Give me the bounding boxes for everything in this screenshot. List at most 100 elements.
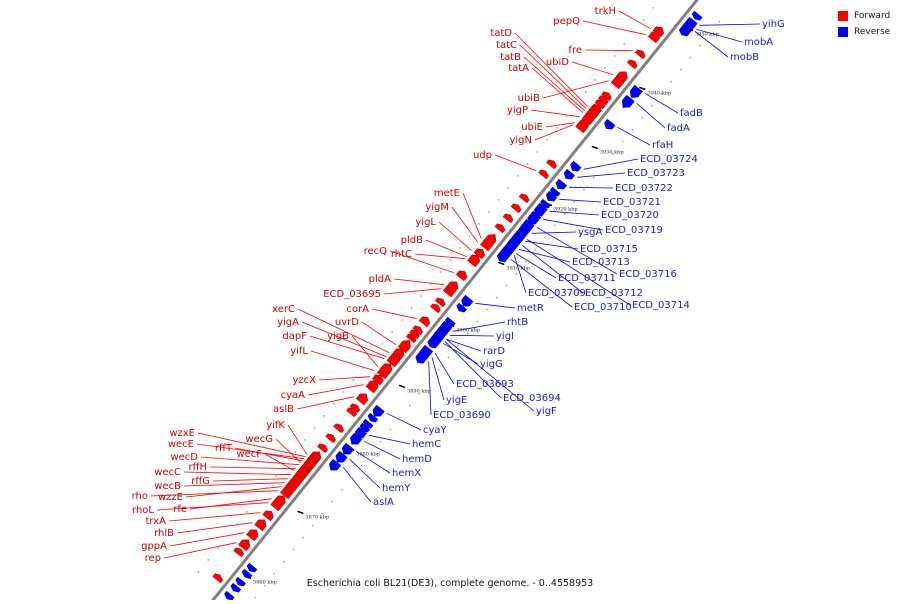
reverse-gene-label[interactable]: ECD_03694 xyxy=(503,393,561,404)
forward-gene-label[interactable]: trkH xyxy=(595,6,616,17)
reverse-gene-arrow[interactable] xyxy=(367,412,379,423)
forward-gene-arrow[interactable] xyxy=(412,325,423,336)
forward-gene-arrow[interactable] xyxy=(376,367,389,380)
reverse-gene-arrow[interactable] xyxy=(496,252,508,263)
reverse-gene-arrow[interactable] xyxy=(678,26,690,37)
reverse-gene-label[interactable]: ECD_03714 xyxy=(632,300,690,311)
forward-gene-label[interactable]: pldA xyxy=(369,274,391,285)
reverse-gene-arrow[interactable] xyxy=(441,320,453,331)
reverse-gene-label[interactable]: ECD_03710 xyxy=(574,302,632,313)
forward-gene-arrow[interactable] xyxy=(442,287,454,298)
forward-gene-arrow[interactable] xyxy=(333,423,344,434)
forward-gene-label[interactable]: wecB xyxy=(154,481,181,492)
reverse-gene-label[interactable]: hemX xyxy=(392,468,421,479)
reverse-gene-arrow[interactable] xyxy=(604,118,616,130)
forward-gene-label[interactable]: udp xyxy=(473,150,492,161)
forward-gene-label[interactable]: wecC xyxy=(154,467,181,478)
reverse-gene-arrow[interactable] xyxy=(461,294,474,307)
reverse-gene-label[interactable]: rarD xyxy=(483,346,505,357)
forward-gene-arrow[interactable] xyxy=(601,91,612,102)
reverse-gene-label[interactable]: ECD_03711 xyxy=(558,273,616,284)
forward-gene-label[interactable]: yigB xyxy=(327,331,349,342)
reverse-gene-label[interactable]: metR xyxy=(517,303,544,314)
reverse-gene-label[interactable]: rfaH xyxy=(652,140,673,151)
forward-gene-label[interactable]: fre xyxy=(568,45,582,56)
forward-gene-arrow[interactable] xyxy=(397,340,411,354)
reverse-gene-arrow[interactable] xyxy=(230,582,242,593)
forward-gene-label[interactable]: yigA xyxy=(277,317,299,328)
forward-gene-arrow[interactable] xyxy=(365,380,379,394)
forward-gene-label[interactable]: rffT xyxy=(215,443,233,454)
forward-gene-label[interactable]: metE xyxy=(434,188,460,199)
reverse-gene-label[interactable]: ECD_03721 xyxy=(603,197,661,208)
forward-gene-label[interactable]: cyaA xyxy=(281,390,306,401)
reverse-gene-label[interactable]: ECD_03723 xyxy=(627,168,685,179)
reverse-gene-label[interactable]: yigE xyxy=(446,395,467,406)
forward-gene-label[interactable]: rhlB xyxy=(154,528,174,539)
forward-gene-label[interactable]: trxA xyxy=(145,516,166,527)
reverse-gene-arrow[interactable] xyxy=(335,450,348,463)
reverse-gene-arrow[interactable] xyxy=(241,568,253,579)
reverse-gene-label[interactable]: mobA xyxy=(744,37,773,48)
forward-gene-arrow[interactable] xyxy=(233,547,244,558)
reverse-gene-label[interactable]: ECD_03693 xyxy=(456,379,514,390)
reverse-gene-label[interactable]: hemD xyxy=(402,454,432,465)
forward-gene-label[interactable]: wecE xyxy=(168,439,194,450)
forward-gene-label[interactable]: rfe xyxy=(173,504,187,515)
reverse-gene-label[interactable]: yihG xyxy=(762,19,785,30)
forward-gene-label[interactable]: rho xyxy=(132,491,148,502)
forward-gene-arrow[interactable] xyxy=(510,203,522,214)
reverse-gene-label[interactable]: hemY xyxy=(382,483,411,494)
forward-gene-arrow[interactable] xyxy=(546,159,557,170)
forward-gene-arrow[interactable] xyxy=(349,403,361,414)
forward-gene-label[interactable]: rffG xyxy=(191,476,210,487)
reverse-gene-label[interactable]: ECD_03720 xyxy=(601,210,659,221)
forward-gene-arrow[interactable] xyxy=(409,329,420,340)
reverse-gene-arrow[interactable] xyxy=(621,94,635,108)
reverse-gene-label[interactable]: ECD_03709 xyxy=(528,288,586,299)
reverse-gene-arrow[interactable] xyxy=(372,404,385,417)
forward-gene-arrow[interactable] xyxy=(473,248,486,260)
forward-gene-arrow[interactable] xyxy=(346,407,357,418)
forward-gene-arrow[interactable] xyxy=(317,443,328,454)
forward-gene-label[interactable]: ubiE xyxy=(521,122,543,133)
forward-gene-label[interactable]: yigN xyxy=(509,135,532,146)
forward-gene-label[interactable]: yigL xyxy=(415,217,436,228)
forward-gene-arrow[interactable] xyxy=(280,487,293,500)
reverse-gene-arrow[interactable] xyxy=(533,206,545,217)
reverse-gene-arrow[interactable] xyxy=(507,238,519,249)
reverse-gene-arrow[interactable] xyxy=(540,198,551,209)
reverse-gene-arrow[interactable] xyxy=(433,330,445,342)
reverse-gene-label[interactable]: yigG xyxy=(480,359,503,370)
reverse-gene-label[interactable]: ECD_03716 xyxy=(619,269,677,280)
reverse-gene-label[interactable]: ECD_03690 xyxy=(433,410,491,421)
forward-gene-arrow[interactable] xyxy=(238,539,251,552)
reverse-gene-label[interactable]: hemC xyxy=(412,439,441,450)
forward-gene-arrow[interactable] xyxy=(355,393,369,406)
reverse-gene-label[interactable]: cyaY xyxy=(423,425,448,436)
forward-gene-label[interactable]: tatA xyxy=(508,63,529,74)
forward-gene-label[interactable]: corA xyxy=(346,304,369,315)
forward-gene-label[interactable]: rep xyxy=(145,553,161,564)
reverse-gene-label[interactable]: ECD_03712 xyxy=(585,288,643,299)
reverse-gene-arrow[interactable] xyxy=(235,576,247,587)
forward-gene-label[interactable]: ubiD xyxy=(546,57,569,68)
reverse-gene-arrow[interactable] xyxy=(415,352,427,364)
forward-gene-label[interactable]: recQ xyxy=(364,246,388,257)
forward-gene-label[interactable]: tatD xyxy=(490,28,512,39)
reverse-gene-arrow[interactable] xyxy=(246,562,258,573)
forward-gene-label[interactable]: rffH xyxy=(188,462,207,473)
reverse-gene-label[interactable]: ysgA xyxy=(578,227,602,238)
forward-gene-arrow[interactable] xyxy=(212,573,223,584)
forward-gene-label[interactable]: pldB xyxy=(401,235,423,246)
forward-gene-label[interactable]: dapF xyxy=(282,331,307,342)
forward-gene-label[interactable]: yigM xyxy=(425,202,449,213)
forward-gene-arrow[interactable] xyxy=(262,510,274,522)
reverse-gene-label[interactable]: ECD_03715 xyxy=(580,244,638,255)
forward-gene-arrow[interactable] xyxy=(246,529,259,542)
forward-gene-label[interactable]: yzcX xyxy=(292,375,316,386)
reverse-gene-label[interactable]: ECD_03713 xyxy=(572,257,630,268)
forward-gene-label[interactable]: xerC xyxy=(272,304,295,315)
forward-gene-arrow[interactable] xyxy=(518,193,530,204)
forward-gene-label[interactable]: wecF xyxy=(236,449,262,460)
